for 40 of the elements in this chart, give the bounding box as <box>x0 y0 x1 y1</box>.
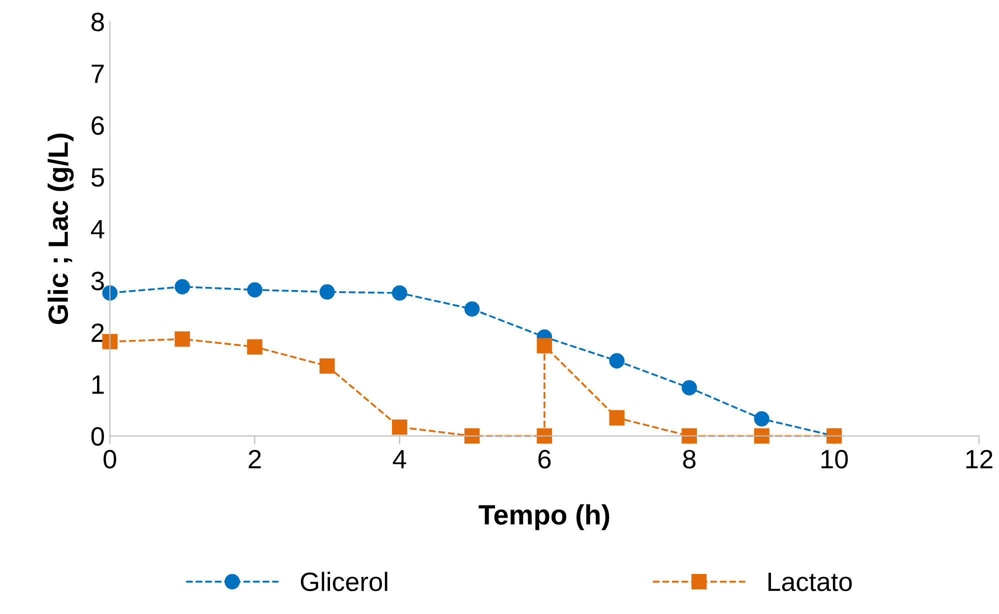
y-tick-label: 8 <box>92 12 104 32</box>
x-tick-label: 12 <box>966 450 992 468</box>
point <box>536 338 552 354</box>
y-tick-label: 6 <box>92 116 104 135</box>
point <box>609 353 625 368</box>
y-axis-title: Glic ; Lac (g/L) <box>48 134 74 324</box>
y-tick-label: 3 <box>91 272 104 290</box>
y-tick-label: 4 <box>90 220 104 238</box>
point <box>320 358 335 374</box>
point <box>754 411 770 426</box>
point <box>174 279 190 294</box>
legend-label: Lactato <box>768 572 852 592</box>
y-tick-label: 5 <box>91 168 104 187</box>
point <box>682 380 697 396</box>
point <box>320 284 335 300</box>
point <box>102 334 118 350</box>
point <box>682 428 697 444</box>
point <box>247 282 262 298</box>
x-tick-label: 0 <box>104 450 116 469</box>
point <box>392 419 408 435</box>
x-axis-title: Tempo (h) <box>478 504 610 530</box>
x-tick-label: 4 <box>392 450 406 468</box>
y-tick-label: 1 <box>92 376 104 394</box>
x-tick-label: 2 <box>248 450 261 468</box>
point <box>464 301 480 317</box>
legend-label: Glicerol <box>300 572 388 592</box>
x-tick-label: 6 <box>538 450 551 469</box>
point <box>609 410 625 426</box>
point <box>464 428 480 444</box>
point <box>102 285 118 301</box>
point <box>536 428 552 444</box>
y-tick-label: 2 <box>92 323 104 342</box>
point <box>392 285 408 301</box>
point <box>754 428 770 444</box>
point <box>247 339 262 354</box>
x-tick-label: 10 <box>822 450 848 469</box>
y-tick-label: 7 <box>92 64 104 83</box>
point <box>174 331 190 347</box>
x-tick-label: 8 <box>683 450 696 469</box>
y-tick-label: 0 <box>91 427 104 446</box>
